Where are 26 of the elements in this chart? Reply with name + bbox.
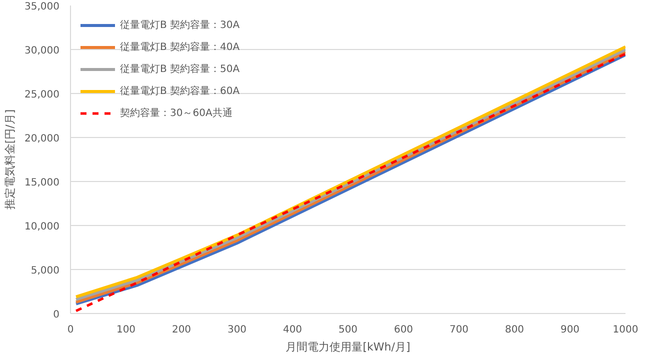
x-tick-label: 600: [394, 324, 414, 336]
x-tick-label: 500: [338, 324, 358, 336]
y-tick-label: 15,000: [24, 178, 60, 188]
x-tick-label: 300: [227, 324, 247, 336]
x-tick-label: 100: [116, 324, 136, 336]
y-axis-title: 推定電気料金[円/月]: [4, 109, 17, 210]
y-tick-label: 35,000: [24, 2, 60, 12]
y-tick-label: 25,000: [24, 90, 60, 100]
y-tick-label: 0: [53, 310, 60, 320]
y-tick-label: 5,000: [30, 266, 60, 276]
legend-label: 契約容量：30～60A共通: [120, 106, 232, 120]
x-tick-label: 0: [67, 324, 74, 336]
x-tick-label: 400: [282, 324, 302, 336]
y-tick-label: 20,000: [24, 134, 60, 144]
x-tick-label: 900: [560, 324, 580, 336]
legend-label: 従量電灯B 契約容量：50A: [120, 62, 240, 76]
x-tick-label: 1000: [612, 324, 638, 336]
legend-label: 従量電灯B 契約容量：30A: [120, 18, 240, 32]
x-tick-label: 700: [449, 324, 469, 336]
y-tick-label: 30,000: [24, 46, 60, 56]
legend-label: 従量電灯B 契約容量：60A: [120, 84, 240, 98]
x-tick-label: 200: [172, 324, 192, 336]
y-tick-label: 10,000: [24, 222, 60, 232]
x-axis-title: 月間電力使用量[kWh/月]: [286, 340, 410, 354]
legend-label: 従量電灯B 契約容量：40A: [120, 40, 240, 54]
x-tick-label: 800: [504, 324, 524, 336]
